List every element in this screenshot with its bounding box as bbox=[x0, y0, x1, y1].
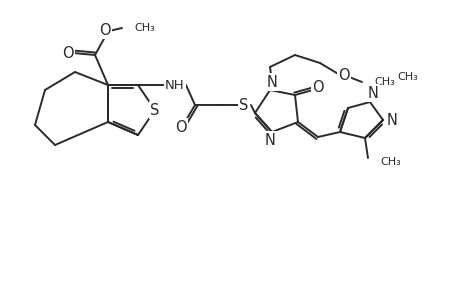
Text: O: O bbox=[62, 46, 73, 61]
Text: O: O bbox=[312, 80, 323, 94]
Text: N: N bbox=[264, 133, 275, 148]
Text: S: S bbox=[239, 98, 248, 112]
Text: N: N bbox=[367, 85, 378, 100]
Text: O: O bbox=[337, 68, 349, 82]
Text: S: S bbox=[150, 103, 159, 118]
Text: N: N bbox=[386, 112, 397, 128]
Text: CH₃: CH₃ bbox=[134, 23, 154, 33]
Text: CH₃: CH₃ bbox=[373, 77, 394, 87]
Text: N: N bbox=[266, 74, 277, 89]
Text: CH₃: CH₃ bbox=[396, 72, 417, 82]
Text: NH: NH bbox=[165, 79, 185, 92]
Text: CH₃: CH₃ bbox=[379, 157, 400, 167]
Text: O: O bbox=[99, 22, 111, 38]
Text: O: O bbox=[175, 119, 186, 134]
